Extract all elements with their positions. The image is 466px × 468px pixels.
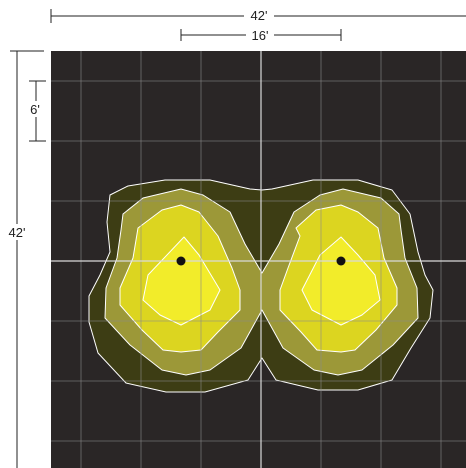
center-lines [51, 51, 466, 468]
fixture-spacing-dimension: 16' [180, 27, 342, 43]
overall-height-label: 42' [9, 225, 26, 240]
plot-area [51, 51, 466, 468]
overall-height-dimension: 42' [4, 50, 44, 468]
grid-spacing-dimension: 6' [26, 80, 46, 142]
right-fixture-marker [336, 256, 346, 266]
contour-level-4b [301, 236, 381, 326]
fixture-spacing-label: 16' [252, 28, 269, 43]
overall-width-dimension: 42' [50, 7, 466, 23]
left-fixture-marker [176, 256, 186, 266]
grid-lines [51, 51, 466, 468]
grid-spacing-label: 6' [30, 102, 40, 117]
overall-width-label: 42' [251, 8, 268, 23]
